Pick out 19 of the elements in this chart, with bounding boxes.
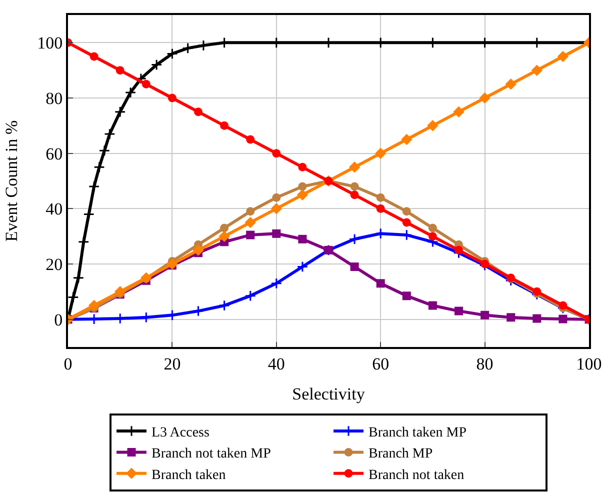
x-tick-label: 60 <box>372 354 390 374</box>
x-axis-title: Selectivity <box>292 384 366 404</box>
y-tick-label: 0 <box>54 310 63 330</box>
y-tick-label: 60 <box>46 144 63 164</box>
legend-label: Branch not taken MP <box>152 446 272 462</box>
x-tick-label: 40 <box>268 354 285 374</box>
y-tick-label: 20 <box>46 254 63 274</box>
legend-label: L3 Access <box>152 425 210 440</box>
x-tick-label: 20 <box>164 354 181 374</box>
legend-label: Branch MP <box>368 446 433 462</box>
x-tick-label: 100 <box>576 354 602 374</box>
legend-label: Branch taken <box>152 468 226 483</box>
x-tick-label: 80 <box>476 354 494 374</box>
y-tick-label: 80 <box>46 88 63 108</box>
legend-label: Branch taken MP <box>368 425 467 440</box>
legend-label: Branch not taken <box>368 468 464 483</box>
y-axis-title: Event Count in % <box>2 120 22 242</box>
y-tick-label: 40 <box>46 200 63 219</box>
y-tick-label: 100 <box>37 34 63 53</box>
